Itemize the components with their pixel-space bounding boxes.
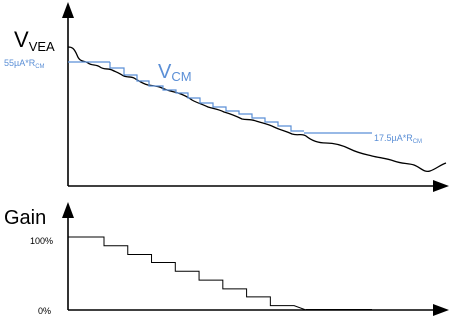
vcm-staircase — [109, 62, 304, 132]
vea-curve — [67, 46, 447, 173]
tick-label-0: 0% — [38, 306, 51, 316]
top-plot: VVEA VCM 55µA*RCM 17.5µA*RCM — [4, 2, 449, 192]
bottom-x-axis-arrow — [433, 304, 449, 316]
bottom-y-axis-arrow — [62, 202, 74, 218]
gain-staircase — [68, 236, 307, 311]
top-x-axis-arrow — [433, 180, 449, 192]
vcm-curve-label: VCM — [158, 61, 192, 84]
tick-label-100: 100% — [30, 236, 53, 246]
lower-level-label: 17.5µA*RCM — [374, 133, 422, 145]
upper-level-label: 55µA*RCM — [4, 58, 45, 70]
bottom-plot: Gain 100% 0% — [4, 202, 449, 316]
bottom-y-label: Gain — [4, 207, 46, 229]
top-y-label: VVEA — [14, 27, 55, 54]
top-y-axis-arrow — [62, 2, 74, 18]
